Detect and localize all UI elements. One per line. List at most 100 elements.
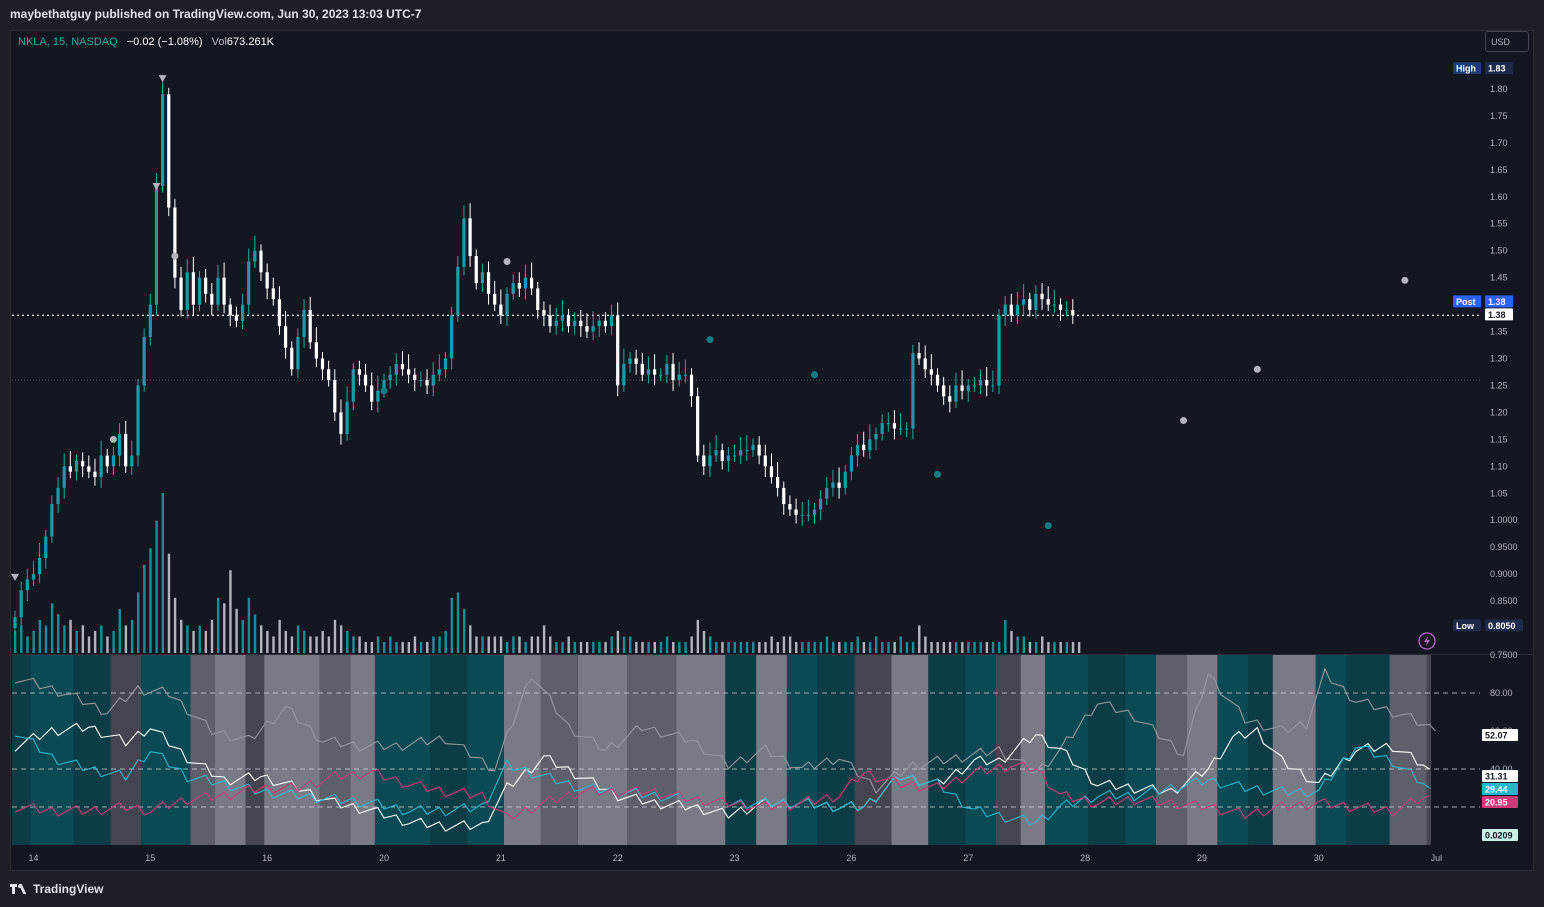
volume-bar — [702, 630, 706, 653]
volume-bar — [247, 597, 251, 653]
candle-body — [81, 460, 85, 467]
candle-body — [93, 471, 97, 478]
candle-body — [948, 396, 952, 402]
candle-body — [394, 363, 398, 375]
price-axis-label: 0.7500 — [1490, 650, 1518, 660]
volume-bar — [278, 619, 281, 653]
indicator-band — [1272, 655, 1316, 845]
candle-body — [333, 380, 337, 413]
volume-bar — [549, 636, 552, 653]
candle-body — [493, 293, 497, 305]
volume-bar — [868, 641, 872, 653]
volume-bar — [831, 641, 835, 653]
volume-bar — [506, 641, 509, 653]
volume-bar — [333, 619, 337, 653]
volume-bar — [1041, 636, 1044, 653]
candle-body — [486, 272, 491, 294]
volume-bar — [186, 625, 189, 653]
volume-bar — [57, 614, 60, 653]
candle-body — [843, 471, 847, 488]
candle-body — [13, 617, 17, 629]
currency-selector[interactable]: USD — [1485, 31, 1529, 52]
volume-bar — [432, 636, 435, 653]
candle-body — [363, 374, 368, 386]
indicator-band — [786, 655, 818, 845]
volume-bar — [542, 625, 546, 653]
candle-body — [837, 482, 841, 488]
indicator-band — [504, 655, 541, 845]
volume-bar — [512, 636, 515, 653]
volume-bar — [352, 636, 355, 653]
indicator-value-badge — [1482, 783, 1518, 795]
volume-bar — [272, 636, 275, 653]
volume-bar — [14, 630, 17, 653]
volume-bar — [924, 636, 927, 653]
candle-body — [154, 185, 159, 305]
volume-bar — [905, 641, 909, 653]
volume-bar — [481, 636, 484, 653]
candle-body — [419, 380, 423, 382]
candle-body — [511, 283, 515, 294]
price-axis-label: 1.25 — [1490, 380, 1508, 390]
top-bar: maybethatguy published on TradingView.co… — [0, 0, 1544, 30]
candle-body — [148, 304, 152, 337]
indicator-line — [14, 667, 1437, 795]
signal-dot — [1401, 276, 1409, 284]
symbol-name[interactable]: NKLA, 15, NASDAQ — [18, 36, 118, 48]
volume-bar — [50, 603, 54, 653]
candle-body — [868, 439, 872, 451]
candle-body — [653, 369, 657, 375]
volume-bar — [180, 619, 183, 653]
tradingview-logo-icon — [10, 884, 28, 894]
volume-bar — [536, 636, 540, 653]
volume-bar — [444, 630, 447, 653]
volume-bar — [106, 636, 109, 653]
volume-bar — [807, 641, 810, 653]
volume-bar — [918, 625, 921, 653]
brand[interactable]: TradingView — [10, 882, 103, 896]
candle-body — [1065, 309, 1069, 311]
time-axis-label: 14 — [28, 853, 38, 863]
indicator-band — [1088, 655, 1126, 845]
price-chart[interactable]: 1.801.751.701.651.601.551.501.451.401.35… — [0, 0, 1544, 871]
volume-bar — [389, 636, 392, 653]
volume-bar — [1016, 636, 1019, 653]
volume-bar — [438, 636, 441, 653]
candle-body — [87, 466, 91, 472]
volume-bar — [684, 641, 687, 653]
candle-body — [505, 293, 509, 316]
candle-body — [591, 326, 595, 332]
candle-body — [659, 374, 663, 376]
volume-bar — [727, 641, 730, 653]
signal-dot — [1180, 416, 1187, 424]
candle-body — [911, 353, 915, 429]
candle-body — [388, 374, 392, 381]
price-axis-label: 1.35 — [1490, 327, 1508, 337]
candle-body — [874, 433, 878, 440]
candle-body — [185, 272, 189, 310]
volume-bar — [87, 636, 91, 653]
volume-bar — [1071, 641, 1075, 653]
candle-body — [677, 374, 681, 381]
candle-body — [757, 444, 761, 456]
price-axis-label: 1.75 — [1490, 111, 1508, 121]
candle-body — [646, 369, 651, 375]
volume-bar — [518, 636, 521, 653]
candle-body — [689, 374, 694, 397]
indicator-band — [1248, 655, 1273, 845]
signal-dot — [109, 435, 117, 443]
low-badge-value-bg — [1485, 619, 1523, 632]
volume-bar — [1065, 641, 1069, 653]
candle-body — [351, 369, 355, 402]
price-axis-label: 1.80 — [1490, 84, 1508, 94]
indicator-band — [467, 655, 504, 845]
volume-bar — [401, 641, 404, 653]
indicator-band — [110, 655, 142, 845]
volume-bar — [629, 636, 632, 653]
candle-body — [197, 277, 202, 305]
candle-body — [880, 423, 884, 434]
volume-bar — [770, 636, 773, 653]
volume-bar — [758, 641, 761, 653]
candle-body — [1003, 304, 1007, 316]
high-badge-value: 1.83 — [1488, 64, 1506, 74]
